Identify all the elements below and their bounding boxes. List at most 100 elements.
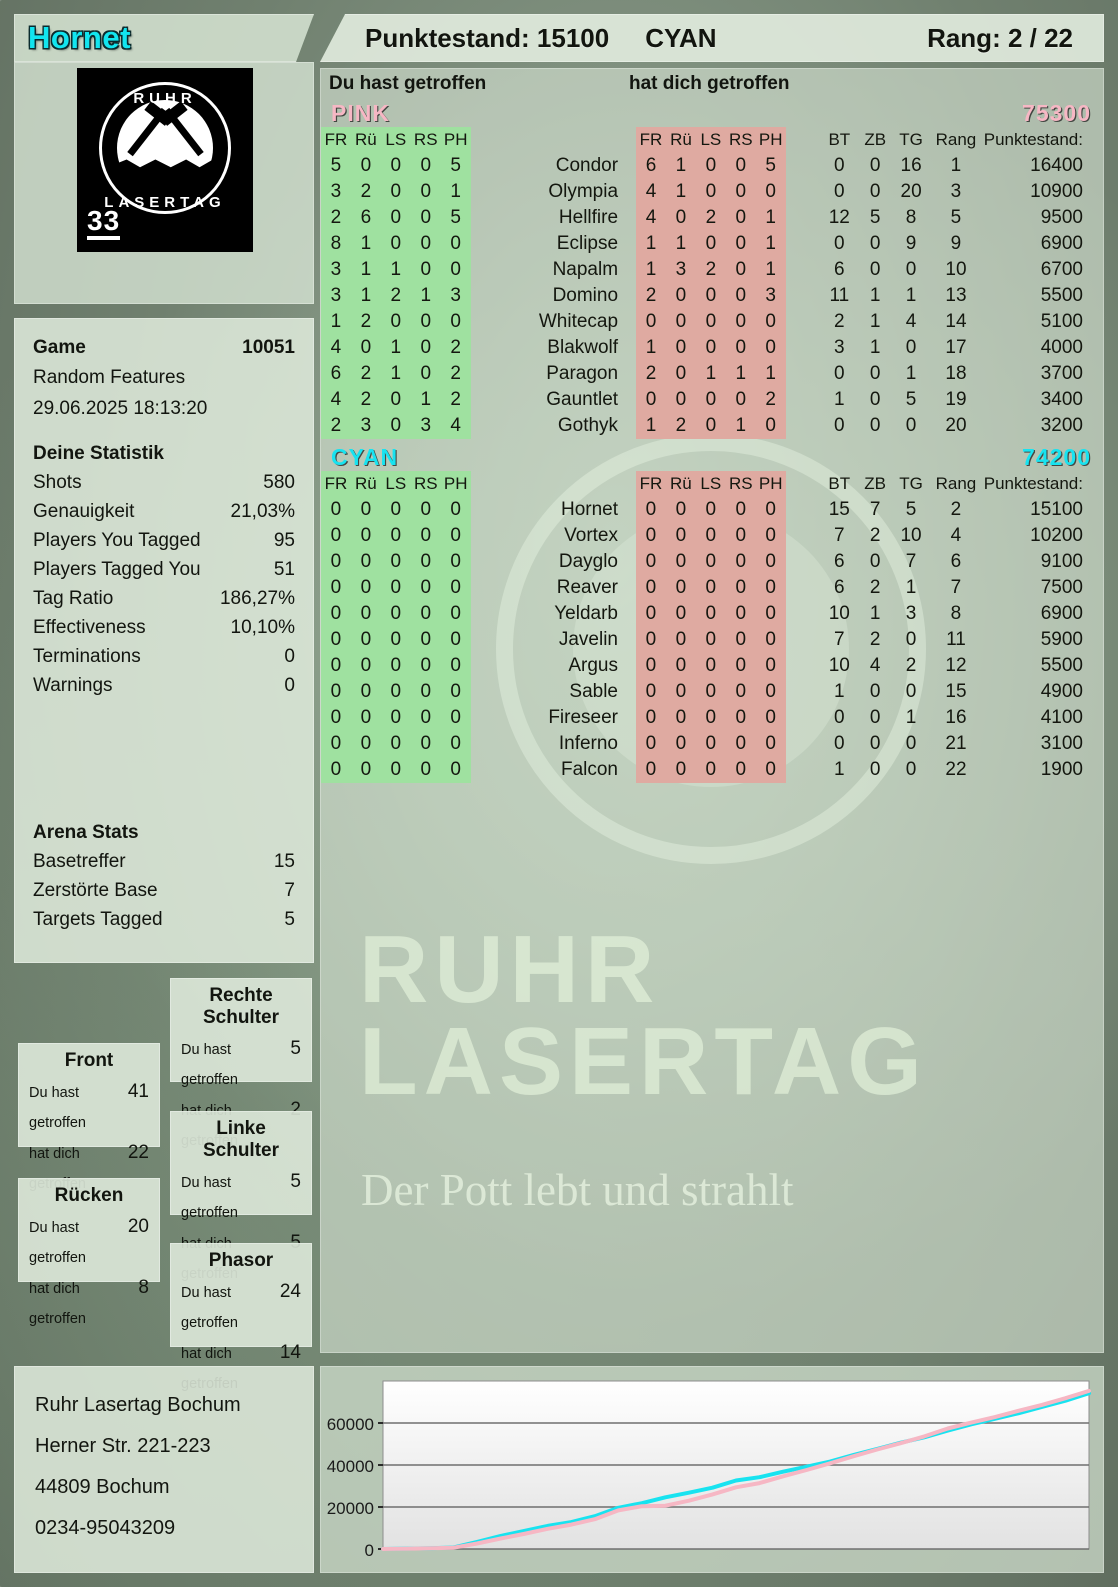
table-row[interactable]: 6 2 1 0 2 Paragon 2 0 1 1 1 0 0 1 18 3700 — [321, 361, 1103, 387]
cell-taken-FR: 4 — [636, 205, 666, 231]
cell-hit-FR: 0 — [321, 731, 351, 757]
cell-taken-RS: 0 — [725, 309, 756, 335]
cell-hit-RS: 0 — [410, 575, 441, 601]
cell-hit-PH: 5 — [440, 205, 471, 231]
cell-bt: 6 — [834, 259, 845, 280]
table-row[interactable]: 4 0 1 0 2 Blakwolf 1 0 0 0 0 3 1 0 17 4000 — [321, 335, 1103, 361]
cell-rang: 18 — [945, 363, 967, 384]
cell-hit-Rü: 1 — [350, 257, 381, 283]
cell-taken-RS: 0 — [725, 757, 756, 783]
cell-zb: 1 — [869, 285, 881, 306]
cell-hit-Rü: 0 — [350, 627, 381, 653]
table-row[interactable]: 0 0 0 0 0 Falcon 0 0 0 0 0 1 0 0 22 1900 — [321, 757, 1103, 783]
cell-taken-PH: 0 — [755, 309, 786, 335]
cell-taken-RS: 0 — [725, 231, 756, 257]
cell-taken-FR: 0 — [636, 627, 666, 653]
ruhr-lasertag-logo-icon: RUHR LASERTAG 33 — [77, 68, 253, 252]
cell-zb: 0 — [869, 707, 881, 728]
spacer — [471, 575, 487, 601]
spacer — [786, 205, 822, 231]
cell-hit-Rü: 0 — [350, 601, 381, 627]
zone-hit-label: Du hast getroffen — [29, 1085, 86, 1131]
cell-score: 3400 — [1040, 389, 1083, 410]
cell-rang: 7 — [950, 577, 962, 598]
arena-row: Basetreffer 15 — [33, 847, 295, 876]
cell-taken-LS: 0 — [695, 705, 726, 731]
table-row[interactable]: 8 1 0 0 0 Eclipse 1 1 0 0 1 0 0 9 9 6900 — [321, 231, 1103, 257]
score-progression-chart: 0 20000 40000 60000 — [320, 1366, 1104, 1573]
cell-bt: 6 — [834, 577, 845, 598]
cell-taken-PH: 0 — [755, 679, 786, 705]
cell-taken-LS: 0 — [695, 523, 726, 549]
table-row[interactable]: 5 0 0 0 5 Condor 6 1 0 0 5 0 0 16 1 16400 — [321, 153, 1103, 179]
cell-hit-RS: 0 — [410, 731, 441, 757]
table-row[interactable]: 0 0 0 0 0 Hornet 0 0 0 0 0 15 7 5 2 15100 — [321, 497, 1103, 523]
table-row[interactable]: 0 0 0 0 0 Reaver 0 0 0 0 0 6 2 1 7 7500 — [321, 575, 1103, 601]
cell-bt: 3 — [834, 337, 845, 358]
cell-taken-RS: 0 — [725, 257, 756, 283]
arena-row: Targets Tagged 5 — [33, 905, 295, 934]
table-row[interactable]: 2 6 0 0 5 Hellfire 4 0 2 0 1 12 5 8 5 9500 — [321, 205, 1103, 231]
zone-hit-row: Du hast getroffen 24 — [181, 1277, 301, 1338]
stat-value: 0 — [284, 675, 295, 696]
arena-label: Basetreffer — [33, 851, 126, 872]
cell-hit-LS: 2 — [380, 283, 411, 309]
table-row[interactable]: 2 3 0 3 4 Gothyk 1 2 0 1 0 0 0 0 20 3200 — [321, 413, 1103, 439]
table-row[interactable]: 1 2 0 0 0 Whitecap 0 0 0 0 0 2 1 4 14 5100 — [321, 309, 1103, 335]
cell-taken-PH: 5 — [755, 153, 786, 179]
cell-taken-RS: 0 — [725, 387, 756, 413]
zone-title: Front — [64, 1050, 114, 1071]
table-row[interactable]: 3 1 1 0 0 Napalm 1 3 2 0 1 6 0 0 10 6700 — [321, 257, 1103, 283]
cell-taken-RS: 0 — [725, 679, 756, 705]
cell-taken-PH: 0 — [755, 653, 786, 679]
cell-player-name: Whitecap — [538, 311, 619, 332]
header-hits-taken: hat dich getroffen — [629, 73, 790, 94]
cell-taken-LS: 0 — [695, 549, 726, 575]
chart-ytick-label: 40000 — [327, 1457, 374, 1476]
team-total-score: 74200 — [1022, 444, 1091, 470]
cell-rang: 13 — [945, 285, 967, 306]
cell-hit-LS: 0 — [380, 205, 411, 231]
cell-hit-RS: 0 — [410, 335, 441, 361]
cell-rang: 5 — [950, 207, 962, 228]
cell-taken-LS: 0 — [695, 497, 726, 523]
table-row[interactable]: 3 1 2 1 3 Domino 2 0 0 0 3 11 1 1 13 5500 — [321, 283, 1103, 309]
table-row[interactable]: 4 2 0 1 2 Gauntlet 0 0 0 0 2 1 0 5 19 3400 — [321, 387, 1103, 413]
table-row[interactable]: 0 0 0 0 0 Yeldarb 0 0 0 0 0 10 1 3 8 6900 — [321, 601, 1103, 627]
cell-rang: 3 — [950, 181, 962, 202]
stat-label: Players You Tagged — [33, 530, 201, 551]
game-mode: Random Features — [33, 367, 186, 388]
table-row[interactable]: 0 0 0 0 0 Inferno 0 0 0 0 0 0 0 0 21 3100 — [321, 731, 1103, 757]
cell-tg: 0 — [905, 415, 917, 436]
cell-hit-LS: 0 — [380, 679, 411, 705]
table-row[interactable]: 0 0 0 0 0 Javelin 0 0 0 0 0 7 2 0 11 5900 — [321, 627, 1103, 653]
cell-hit-LS: 0 — [380, 523, 411, 549]
cell-zb: 0 — [869, 181, 881, 202]
cell-taken-RS: 0 — [725, 153, 756, 179]
cell-hit-Rü: 6 — [350, 205, 381, 231]
spacer — [786, 627, 822, 653]
cell-score: 4000 — [1040, 337, 1083, 358]
table-row[interactable]: 0 0 0 0 0 Argus 0 0 0 0 0 10 4 2 12 5500 — [321, 653, 1103, 679]
table-row[interactable]: 0 0 0 0 0 Sable 0 0 0 0 0 1 0 0 15 4900 — [321, 679, 1103, 705]
cell-tg: 9 — [905, 233, 917, 254]
game-datetime: 29.06.2025 18:13:20 — [33, 398, 208, 419]
cell-tg: 7 — [905, 551, 917, 572]
cell-tg: 8 — [905, 207, 917, 228]
table-row[interactable]: 3 2 0 0 1 Olympia 4 1 0 0 0 0 0 20 3 10900 — [321, 179, 1103, 205]
table-row[interactable]: 0 0 0 0 0 Fireseer 0 0 0 0 0 0 0 1 16 4100 — [321, 705, 1103, 731]
spacer — [786, 497, 822, 523]
stat-row: Tag Ratio 186,27% — [33, 584, 295, 613]
cell-rang: 9 — [950, 233, 962, 254]
arena-value: 7 — [284, 880, 295, 901]
table-row[interactable]: 0 0 0 0 0 Vortex 0 0 0 0 0 7 2 10 4 10200 — [321, 523, 1103, 549]
cell-score: 3100 — [1040, 733, 1083, 754]
cell-score: 10200 — [1030, 525, 1083, 546]
stats-rows: Shots 580 Genauigkeit 21,03% Players You Tag… — [33, 468, 295, 700]
spacer — [471, 653, 487, 679]
cell-hit-PH: 0 — [440, 601, 471, 627]
col-header-taken-RS: RS — [725, 471, 756, 497]
table-row[interactable]: 0 0 0 0 0 Dayglo 0 0 0 0 0 6 0 7 6 9100 — [321, 549, 1103, 575]
cell-taken-FR: 2 — [636, 283, 666, 309]
